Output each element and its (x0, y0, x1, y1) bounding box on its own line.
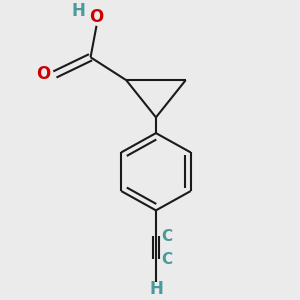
Text: O: O (36, 65, 50, 83)
Text: C: C (161, 229, 172, 244)
Text: O: O (89, 8, 103, 26)
Text: C: C (161, 251, 172, 266)
Text: H: H (72, 2, 86, 20)
Text: H: H (149, 280, 163, 298)
